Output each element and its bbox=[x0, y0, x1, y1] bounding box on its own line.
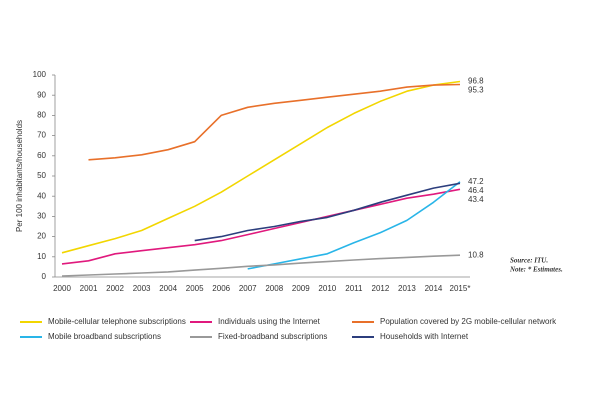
x-tick-label: 2006 bbox=[212, 284, 230, 293]
x-tick-label: 2013 bbox=[398, 284, 416, 293]
y-tick-label: 60 bbox=[37, 151, 46, 160]
legend-label: Fixed-broadband subscriptions bbox=[218, 332, 327, 341]
y-tick-label: 30 bbox=[37, 212, 46, 221]
end-label: 96.8 bbox=[468, 77, 484, 86]
y-tick-label: 10 bbox=[37, 252, 46, 261]
x-tick-label: 2003 bbox=[133, 284, 151, 293]
legend-label: Mobile-cellular telephone subscriptions bbox=[48, 317, 186, 326]
x-tick-label: 2015* bbox=[450, 284, 471, 293]
source: Source: ITU. bbox=[510, 257, 548, 265]
x-tick-label: 2001 bbox=[80, 284, 98, 293]
legend-label: Mobile broadband subscriptions bbox=[48, 332, 161, 341]
end-label: 10.8 bbox=[468, 250, 484, 259]
line bbox=[247, 181, 461, 270]
end-label: 43.4 bbox=[468, 195, 484, 204]
y-tick-label: 100 bbox=[33, 70, 47, 79]
end-label: 95.3 bbox=[468, 86, 484, 95]
legend-label: Households with Internet bbox=[380, 332, 469, 341]
y-tick-label: 40 bbox=[37, 191, 46, 200]
x-tick-label: 2005 bbox=[186, 284, 204, 293]
x-tick-label: 2008 bbox=[265, 284, 283, 293]
x-tick-label: 2000 bbox=[53, 284, 71, 293]
x-tick-label: 2004 bbox=[159, 284, 177, 293]
line bbox=[61, 254, 461, 277]
legend-label: Individuals using the Internet bbox=[218, 317, 321, 326]
line bbox=[61, 188, 461, 265]
y-tick-label: 80 bbox=[37, 111, 46, 120]
x-tick-label: 2010 bbox=[318, 284, 336, 293]
x-tick-label: 2011 bbox=[345, 284, 363, 293]
y-tick-label: 20 bbox=[37, 232, 46, 241]
line bbox=[194, 182, 461, 242]
x-tick-label: 2009 bbox=[292, 284, 310, 293]
x-tick-label: 2014 bbox=[425, 284, 443, 293]
y-tick-label: 90 bbox=[37, 90, 46, 99]
x-tick-label: 2007 bbox=[239, 284, 257, 293]
note: Note: * Estimates. bbox=[509, 266, 563, 274]
x-tick-label: 2012 bbox=[372, 284, 390, 293]
y-tick-label: 0 bbox=[42, 272, 47, 281]
y-tick-label: 70 bbox=[37, 131, 46, 140]
y-tick-label: 50 bbox=[37, 171, 46, 180]
line bbox=[88, 83, 461, 161]
y-axis-label: Per 100 inhabitants/households bbox=[15, 120, 24, 232]
x-tick-label: 2002 bbox=[106, 284, 124, 293]
line bbox=[61, 80, 461, 254]
end-label: 47.2 bbox=[468, 177, 484, 186]
legend-label: Population covered by 2G mobile-cellular… bbox=[380, 317, 557, 326]
end-label: 46.4 bbox=[468, 186, 484, 195]
